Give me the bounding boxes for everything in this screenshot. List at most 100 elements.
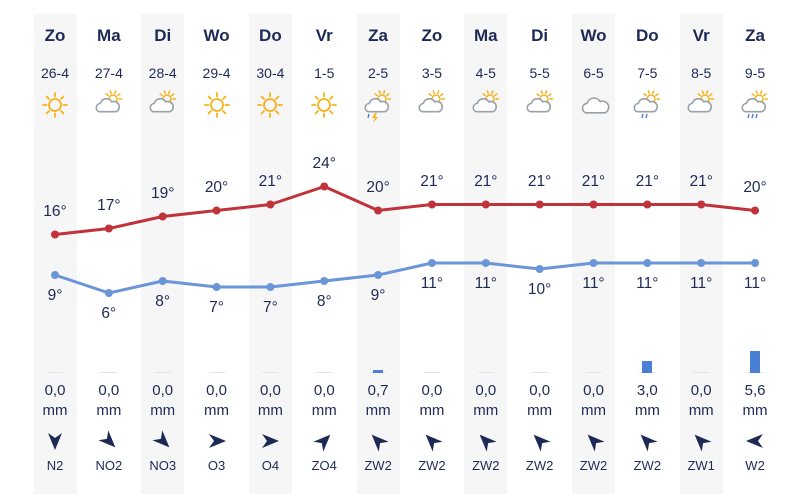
sun-icon: [200, 90, 234, 124]
max-temp-label: 16°: [43, 202, 67, 220]
wind-arrow-graphic: [152, 430, 170, 448]
sun-icon-graphic: [257, 92, 284, 118]
precip-value: 0,0: [98, 382, 120, 399]
cloud-sun-icon-graphic: [526, 90, 553, 113]
cloud-sun-icon: [469, 90, 503, 124]
max-temp-point: [697, 200, 706, 209]
day-label: Zo: [44, 26, 66, 45]
cloud-sun-icon-graphic: [149, 90, 176, 113]
max-temp-label: 21°: [635, 172, 660, 190]
wind-arrow-icon: [421, 430, 443, 452]
thunder-icon: [361, 90, 395, 124]
day-label: Zo: [421, 26, 443, 45]
date-label: 28-4: [148, 65, 177, 81]
wind-arrow-graphic: [262, 434, 280, 448]
cloud-sun-icon: [146, 90, 180, 124]
date-label: 29-4: [202, 65, 231, 81]
cloud-sun-icon: [684, 90, 718, 124]
max-temp-point: [158, 212, 167, 221]
min-temp-point: [751, 259, 760, 267]
precip-value: 0,0: [421, 382, 443, 399]
max-temp-label: 21°: [420, 172, 444, 190]
wind-arrow-icon: [259, 430, 281, 452]
column-background: [356, 14, 400, 494]
precip-unit: mm: [688, 402, 714, 419]
column-background: [464, 14, 508, 494]
wind-arrow-graphic: [313, 434, 331, 452]
min-temp-label: 10°: [527, 281, 552, 298]
precip-unit: mm: [473, 402, 499, 419]
date-label: 5-5: [529, 65, 550, 81]
max-temp-label: 21°: [581, 172, 606, 190]
precip-value: 0,0: [313, 382, 335, 399]
precip-baseline: [423, 372, 440, 373]
precip-unit: mm: [42, 402, 68, 419]
precip-unit: mm: [527, 402, 553, 419]
max-temp-label: 19°: [150, 184, 175, 202]
max-temp-point: [266, 200, 275, 209]
precip-baseline: [47, 372, 63, 373]
precip-baseline: [531, 372, 548, 373]
precip-baseline: [100, 372, 117, 373]
wind-label: ZW2: [525, 458, 554, 473]
min-temp-label: 6°: [101, 305, 117, 322]
min-temp-point: [697, 259, 706, 267]
max-temp-label: 24°: [312, 154, 336, 172]
day-label: Ma: [473, 26, 498, 45]
min-temp-point: [320, 277, 329, 285]
day-label: Di: [531, 26, 549, 45]
day-label: Do: [259, 26, 282, 45]
wind-arrow-icon: [44, 430, 66, 452]
precip-value: 0,0: [583, 382, 604, 399]
wind-label: W2: [745, 458, 765, 473]
precip-baseline: [262, 372, 279, 373]
precip-value: 0,0: [206, 382, 227, 399]
precip-unit: mm: [634, 402, 660, 419]
wind-label: ZO4: [311, 458, 337, 473]
wind-label: NO3: [149, 458, 177, 473]
cloud-sun-icon-graphic: [95, 90, 123, 113]
day-label: Do: [636, 26, 659, 45]
min-temp-label: 7°: [209, 299, 224, 316]
min-temp-point: [212, 283, 221, 291]
sun-icon-graphic: [311, 92, 338, 118]
min-temp-label: 9°: [47, 287, 63, 304]
wind-arrow-graphic: [694, 434, 712, 452]
max-temp-line: [53, 185, 757, 236]
min-temp-label: 11°: [582, 275, 605, 292]
precip-value: 0,0: [152, 382, 174, 399]
wind-arrow-icon: [98, 430, 120, 452]
precip-value: 0,0: [44, 382, 66, 399]
rain-cloud-icon-graphic: [741, 90, 769, 119]
wind-label: ZW2: [633, 458, 662, 473]
max-temp-point: [643, 200, 652, 209]
min-temp-label: 11°: [420, 275, 444, 292]
max-temp-point: [589, 200, 598, 209]
wind-label: O4: [261, 458, 280, 473]
date-label: 4-5: [475, 65, 496, 81]
precip-unit: mm: [204, 402, 230, 419]
sun-icon: [38, 90, 72, 124]
column-background: [572, 14, 615, 494]
max-temp-label: 21°: [474, 172, 498, 190]
thunder-icon-graphic: [364, 90, 392, 123]
max-temp-point: [104, 224, 113, 233]
min-temp-point: [589, 259, 598, 267]
day-label: Vr: [315, 26, 333, 45]
cloud-icon: [577, 90, 611, 124]
min-temp-label: 11°: [636, 275, 659, 292]
wind-arrow-graphic: [208, 434, 226, 448]
wind-arrow-icon: [690, 430, 712, 452]
max-temp-point: [535, 200, 544, 209]
cloud-sun-rain-icon: [630, 90, 664, 124]
wind-arrow-graphic: [371, 434, 389, 452]
cloud-icon-graphic: [581, 97, 609, 114]
day-label: Za: [368, 26, 389, 45]
wind-label: ZW2: [472, 458, 500, 473]
cloud-sun-icon: [415, 90, 449, 124]
cloud-sun-rain-icon-graphic: [633, 90, 661, 119]
precip-baseline: [154, 372, 171, 373]
max-temp-point: [751, 206, 760, 215]
max-temp-label: 21°: [527, 172, 552, 190]
